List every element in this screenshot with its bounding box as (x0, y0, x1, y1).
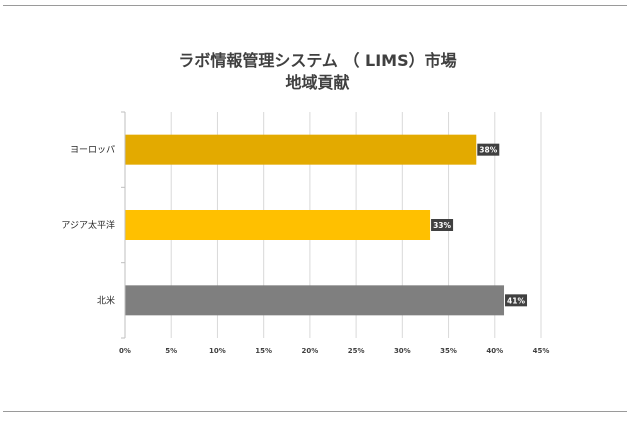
category-label: 北米 (97, 294, 115, 306)
bar (125, 285, 505, 316)
x-tick-labels: 0% 5% 10% 15% 20% 25% 30% 35% 40% 45% (119, 347, 549, 355)
bar (125, 134, 477, 165)
data-label-box (477, 143, 500, 156)
bar (125, 210, 431, 240)
x-tick-label: 40% (486, 347, 503, 355)
category-label: ヨーロッパ (70, 145, 115, 156)
y-axis (121, 111, 126, 339)
x-tick-label: 10% (209, 347, 226, 355)
x-tick-label: 45% (533, 347, 550, 355)
x-tick-label: 30% (394, 347, 411, 355)
data-label: 41% (507, 296, 525, 305)
top-divider (3, 5, 627, 6)
data-label-box (505, 294, 528, 307)
x-tick-label: 5% (165, 347, 177, 355)
data-labels: 38% 33% 41% (431, 143, 528, 307)
x-tick-label: 25% (348, 347, 365, 355)
data-label: 38% (479, 146, 497, 155)
chart-title-line-2: 地域貢献 (285, 73, 350, 92)
x-tick-label: 15% (255, 347, 272, 355)
data-label: 33% (433, 221, 451, 230)
x-tick-label: 35% (440, 347, 457, 355)
category-label: アジア太平洋 (61, 219, 115, 231)
x-tick-label: 0% (119, 347, 131, 355)
bottom-divider (3, 411, 627, 412)
bars (125, 134, 505, 316)
chart-title-line-1: ラボ情報管理システム （ LIMS）市場 (178, 51, 457, 70)
data-label-box (431, 219, 454, 231)
x-tick-label: 20% (302, 347, 319, 355)
